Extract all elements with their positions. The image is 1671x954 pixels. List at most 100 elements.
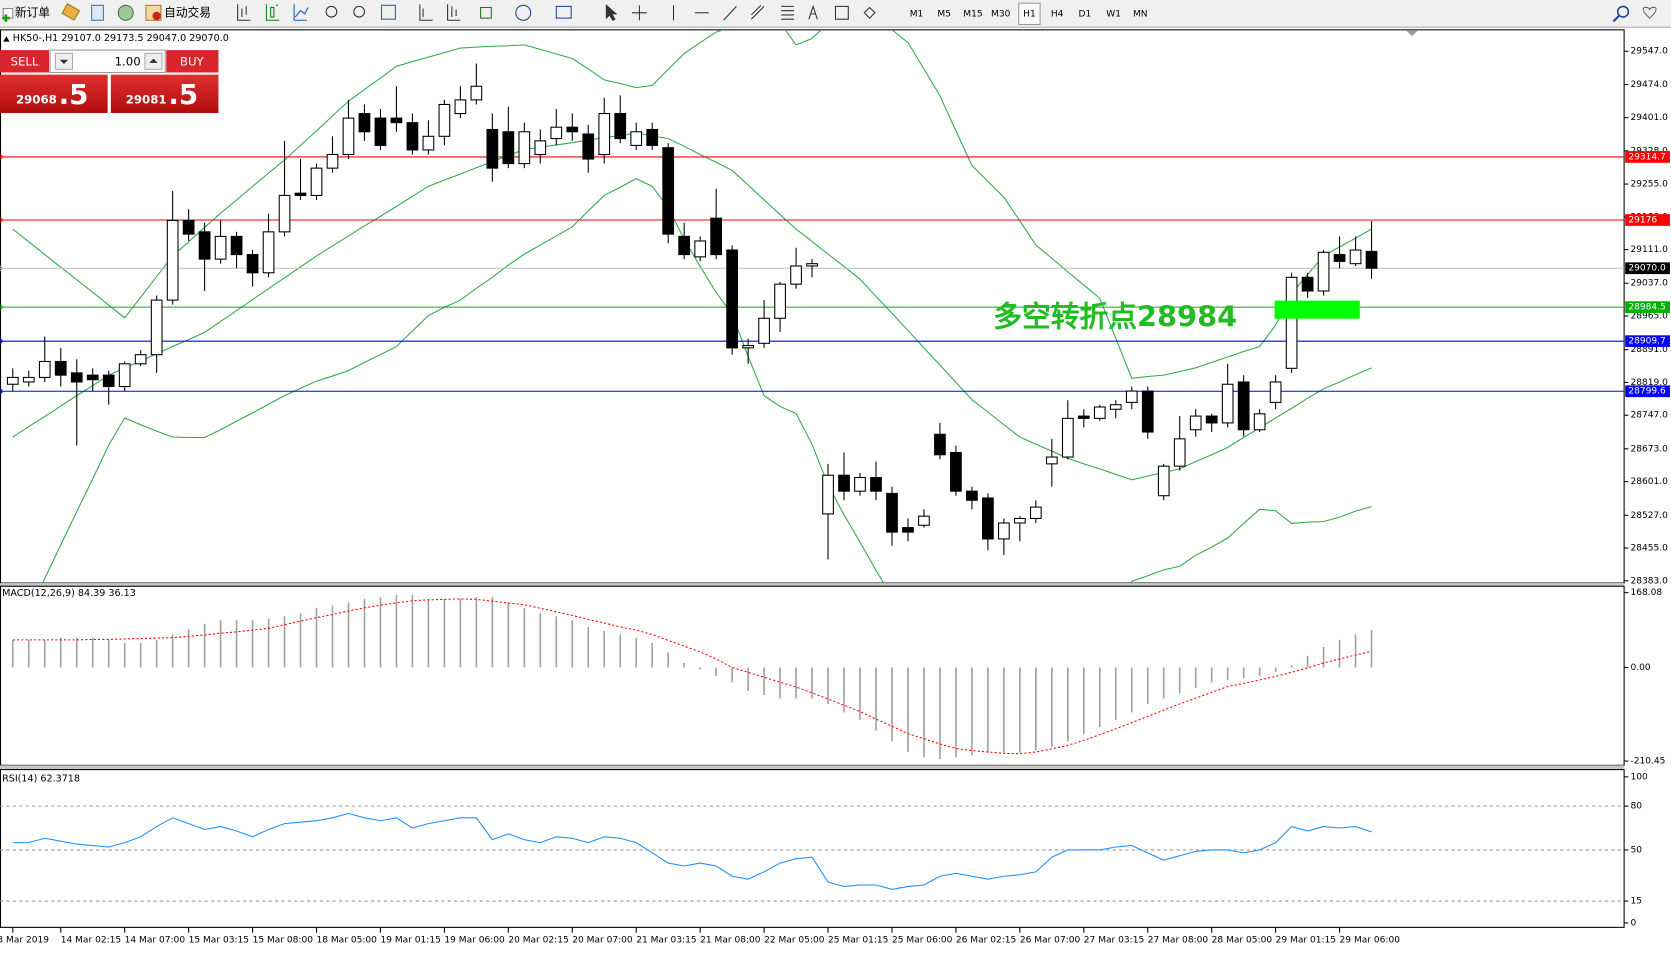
y-tick-label: 168.08 [1631, 588, 1663, 598]
x-tick-label: 15 Mar 03:15 [189, 936, 249, 946]
candle-body [310, 167, 323, 196]
icon [380, 4, 396, 20]
x-tick-label: 14 Mar 07:00 [125, 936, 186, 946]
plot-area [0, 805, 1625, 902]
bid-price: 29068 [16, 93, 57, 107]
candle-body [1253, 413, 1266, 431]
level-label: 29314.7 [1628, 152, 1665, 162]
ask-box[interactable] [110, 74, 219, 113]
x-tick-label: 27 Mar 03:15 [1084, 936, 1144, 946]
chart-title: HK50-,H1 29107.0 29173.5 29047.0 29070.0 [13, 33, 229, 44]
candle-body [886, 492, 898, 533]
candle-body [358, 113, 371, 133]
x-tick-label: 21 Mar 03:15 [636, 936, 696, 946]
candle-body [502, 131, 515, 165]
y-tick-label: 0 [1631, 918, 1637, 928]
panel-splitter[interactable] [0, 765, 1625, 770]
y-tick-label: 15 [1631, 897, 1643, 907]
timeframe-button[interactable]: MN [1133, 9, 1148, 19]
panel-splitter[interactable] [0, 583, 1625, 587]
level-label: 28909.7 [1628, 337, 1665, 347]
candle-body [838, 474, 850, 492]
toolbar-label: 自动交易 [164, 5, 211, 19]
chart-menu-marker [3, 36, 10, 42]
level-anchor [0, 388, 3, 394]
level-label: 28799.6 [1628, 387, 1666, 397]
x-tick-label: 19 Mar 06:00 [444, 936, 505, 946]
timeframe-button[interactable]: M30 [991, 9, 1011, 19]
candle-body [710, 217, 723, 256]
x-tick-label: 25 Mar 01:15 [828, 936, 888, 946]
timeframe-button[interactable]: D1 [1079, 9, 1092, 19]
candle-body [918, 515, 930, 526]
candle-body [1093, 406, 1106, 419]
x-tick-label: 28 Mar 05:00 [1212, 936, 1273, 946]
icon [353, 5, 365, 18]
annotation-box [1274, 300, 1360, 319]
x-tick-label: 29 Mar 06:00 [1340, 936, 1401, 946]
candle-body [1061, 417, 1074, 458]
candle-body [870, 476, 882, 492]
toolbar-icons[interactable] [61, 3, 134, 21]
y-tick-label: 29111.0 [1631, 245, 1669, 255]
toolbar-tools[interactable] [237, 4, 876, 21]
x-tick-label: 20 Mar 02:15 [508, 936, 568, 946]
level-label: 29176 [1628, 216, 1657, 226]
search-icon [1612, 15, 1620, 23]
candle-body [1189, 415, 1202, 431]
sell-button[interactable] [0, 50, 50, 73]
favorite-icon[interactable] [1642, 6, 1657, 19]
rsi-line [12, 812, 1372, 890]
timeframe-button[interactable]: H4 [1051, 9, 1064, 19]
sell-label: SELL [11, 54, 39, 68]
icon [447, 4, 461, 21]
x-tick-label: 26 Mar 02:15 [956, 936, 1016, 946]
bid-box[interactable] [0, 74, 108, 113]
candle-body [598, 113, 611, 156]
chart-window [0, 28, 1671, 954]
auto-trading-button[interactable]: 自动交易 [145, 4, 211, 21]
icon [863, 6, 876, 19]
ask-price: 29081 [126, 93, 167, 107]
candle-body [246, 254, 259, 274]
y-tick-label: 29401.0 [1631, 113, 1669, 123]
candle-body [934, 433, 946, 456]
candle-body [1125, 390, 1138, 403]
x-tick-label: 27 Mar 08:00 [1148, 936, 1209, 946]
icon [265, 4, 280, 21]
candle-body [198, 231, 211, 260]
icon [293, 4, 309, 21]
x-tick-label: 29 Mar 01:15 [1276, 936, 1336, 946]
y-tick-label: 0.00 [1631, 663, 1651, 673]
candle-body [150, 299, 163, 356]
icon [325, 5, 338, 18]
candle-body [998, 522, 1010, 540]
timeframe-button[interactable]: M1 [910, 9, 924, 19]
timeframe-button[interactable]: M15 [963, 9, 982, 19]
candle-body [278, 194, 291, 233]
x-tick-label: 15 Mar 08:00 [253, 936, 314, 946]
candle-body [1237, 381, 1250, 431]
y-tick-label: 28819.0 [1631, 378, 1669, 388]
candle-body [214, 235, 227, 260]
active-timeframe [1018, 2, 1041, 26]
timeframe-button[interactable]: H1 [1023, 9, 1036, 19]
one-click-trading: SELL 1.00 BUY 29068 .5 29081 .5 [0, 49, 219, 113]
candle-body [134, 354, 147, 365]
timeframe-button[interactable]: W1 [1106, 9, 1121, 19]
candle-body [1157, 465, 1170, 497]
y-tick-label: 29474.0 [1631, 80, 1669, 90]
search-icon[interactable] [1616, 5, 1630, 18]
timeframe-button[interactable]: M5 [937, 9, 951, 19]
lot-field[interactable] [49, 49, 166, 74]
buy-button[interactable] [166, 50, 219, 73]
signal-line [12, 598, 1372, 755]
level-anchor [0, 217, 3, 223]
bollinger-band [12, 29, 1372, 379]
candle-body [1205, 415, 1218, 424]
level-anchor [0, 304, 3, 310]
new-order-button[interactable]: 新订单 [2, 5, 50, 22]
icon [605, 4, 618, 21]
